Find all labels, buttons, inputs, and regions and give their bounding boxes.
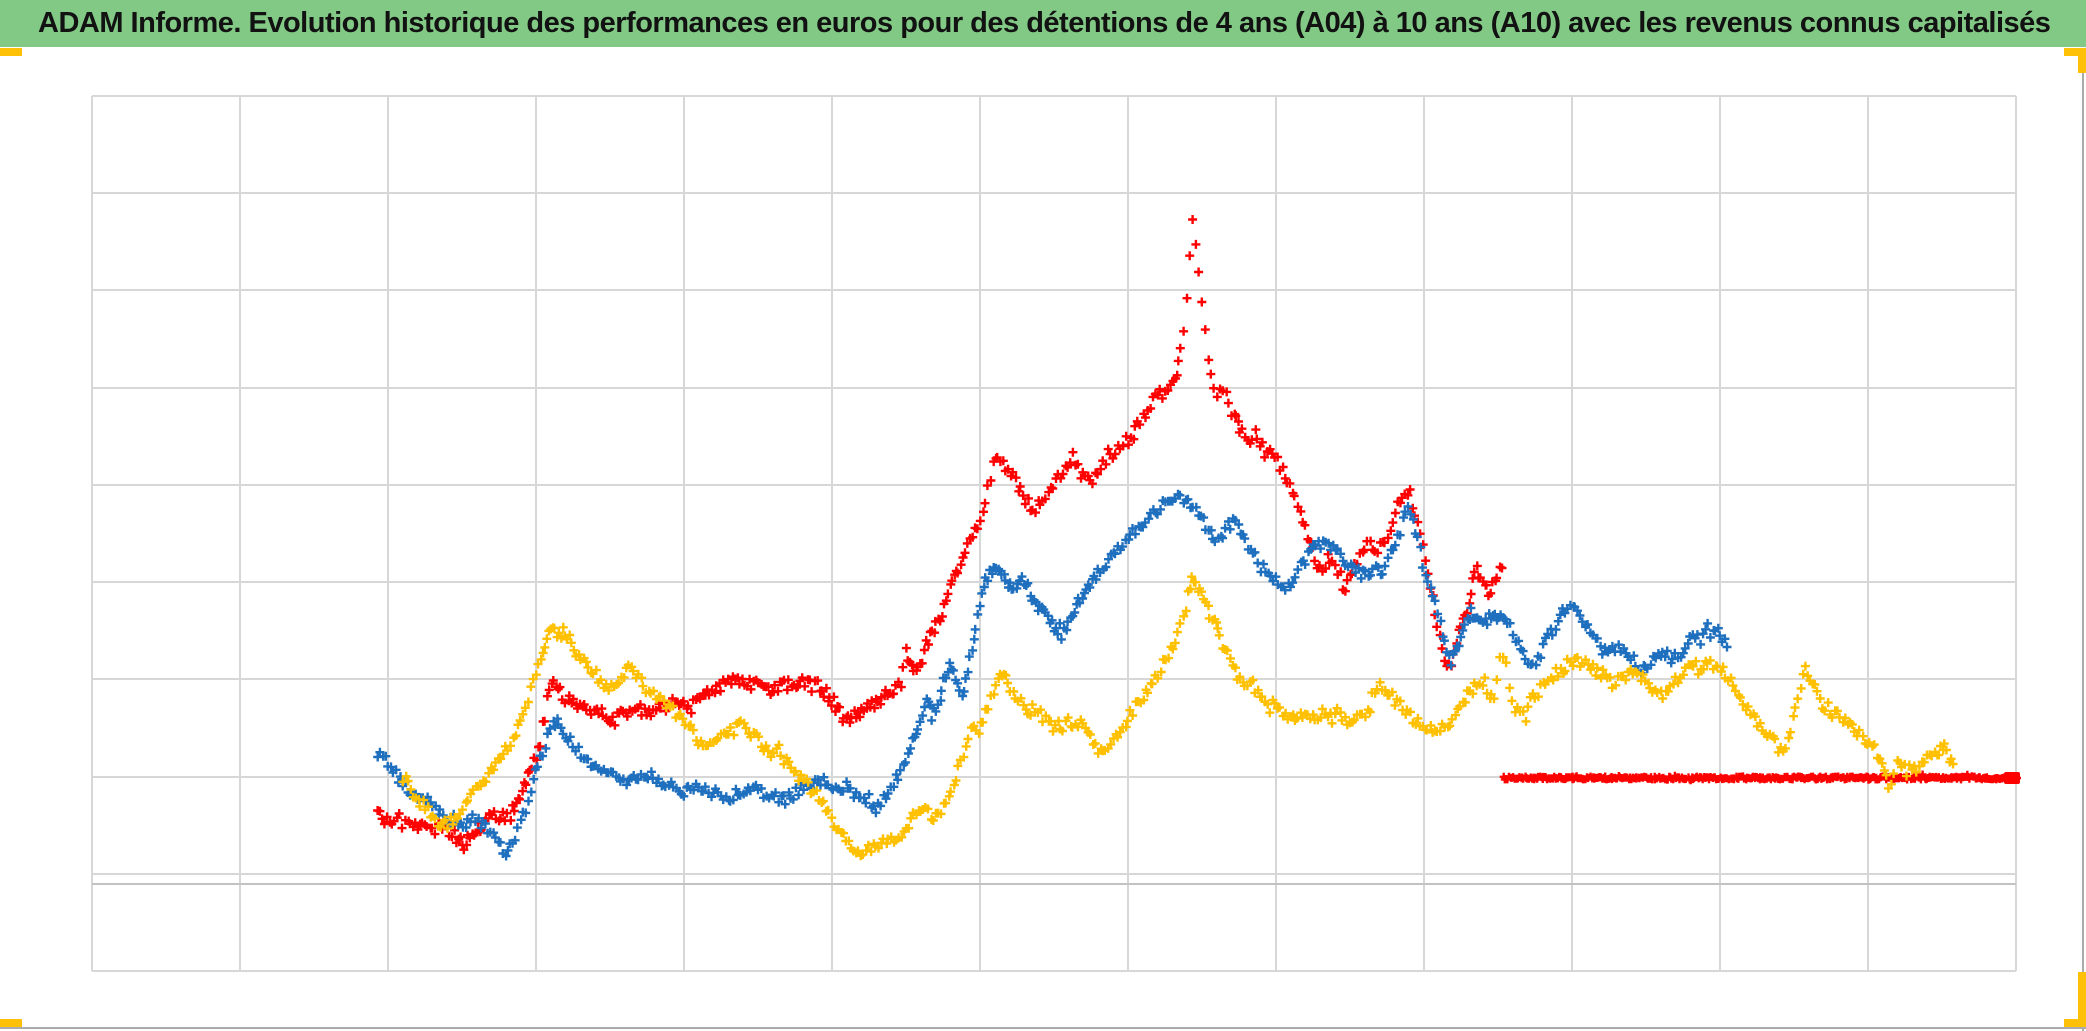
page-title: ADAM Informe. Evolution historique des p…	[38, 7, 2051, 39]
series-blue-points	[373, 489, 1732, 861]
series-red-flat-tail	[1499, 770, 2021, 785]
crop-corner-bottom-right-icon	[2064, 1019, 2086, 1027]
page-bottom-border	[0, 1027, 2086, 1029]
crop-corner-top-right-icon	[2064, 48, 2086, 56]
gridlines-group	[91, 95, 2017, 972]
series-red-points	[373, 215, 2021, 855]
series-red-tail-endcap	[2004, 772, 2020, 784]
scatter-series-group	[373, 215, 2021, 861]
crop-corner-top-right-icon	[2078, 48, 2086, 73]
page-right-border	[2082, 48, 2084, 1031]
header-bar: ADAM Informe. Evolution historique des p…	[0, 0, 2086, 47]
crop-corner-bottom-left-icon	[0, 1019, 22, 1027]
series-gold-points	[398, 572, 1958, 861]
crop-corner-top-left-icon	[0, 48, 22, 56]
crop-corner-bottom-right-icon	[2078, 972, 2086, 1027]
